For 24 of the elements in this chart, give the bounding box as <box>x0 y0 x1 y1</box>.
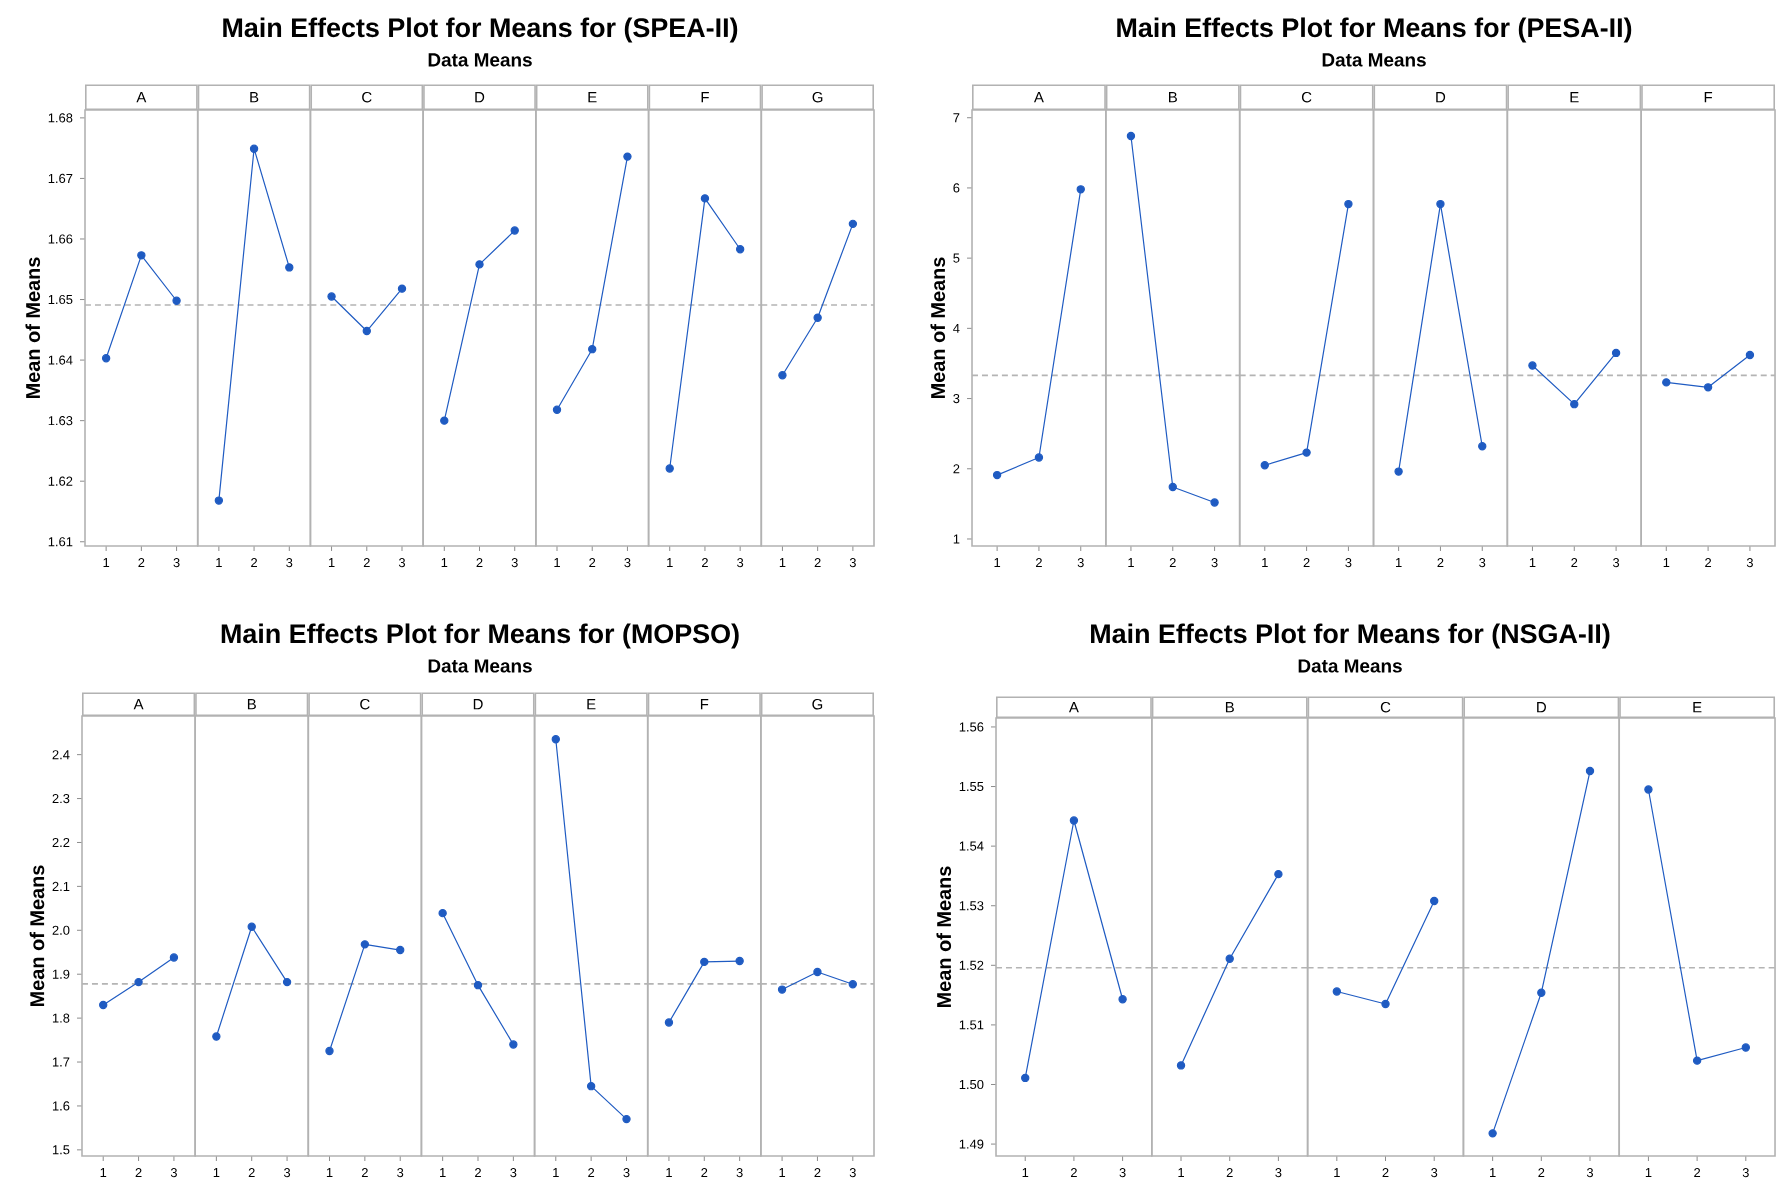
point <box>1034 453 1044 462</box>
text: Data Means <box>1298 659 1402 673</box>
point <box>1118 995 1127 1004</box>
text: Main Effects Plot for Means for (SPEA-II) <box>223 17 738 43</box>
y-axis-title: Mean of Means <box>29 865 45 1007</box>
text: Main Effects Plot for Means for (PESA-II) <box>1117 17 1632 43</box>
point <box>137 251 146 260</box>
point <box>101 354 111 363</box>
point <box>169 953 179 962</box>
point <box>992 470 1002 480</box>
text: Data Means <box>428 53 532 67</box>
point <box>99 1000 108 1010</box>
y-axis-title: Mean of Means <box>936 866 952 1008</box>
point <box>172 296 181 305</box>
text: Data Means <box>428 659 532 673</box>
text: Main Effects Plot for Means for (NSGA-II) <box>1091 623 1610 649</box>
y-axis-title: Mean of Means <box>930 257 946 399</box>
text: Data Means <box>1322 53 1426 67</box>
point <box>134 977 143 987</box>
point <box>1076 185 1085 194</box>
point <box>1069 816 1079 825</box>
text: Main Effects Plot for Means for (MOPSO) <box>221 623 739 649</box>
y-axis-title: Mean of Means <box>25 257 41 399</box>
point <box>1021 1073 1030 1083</box>
